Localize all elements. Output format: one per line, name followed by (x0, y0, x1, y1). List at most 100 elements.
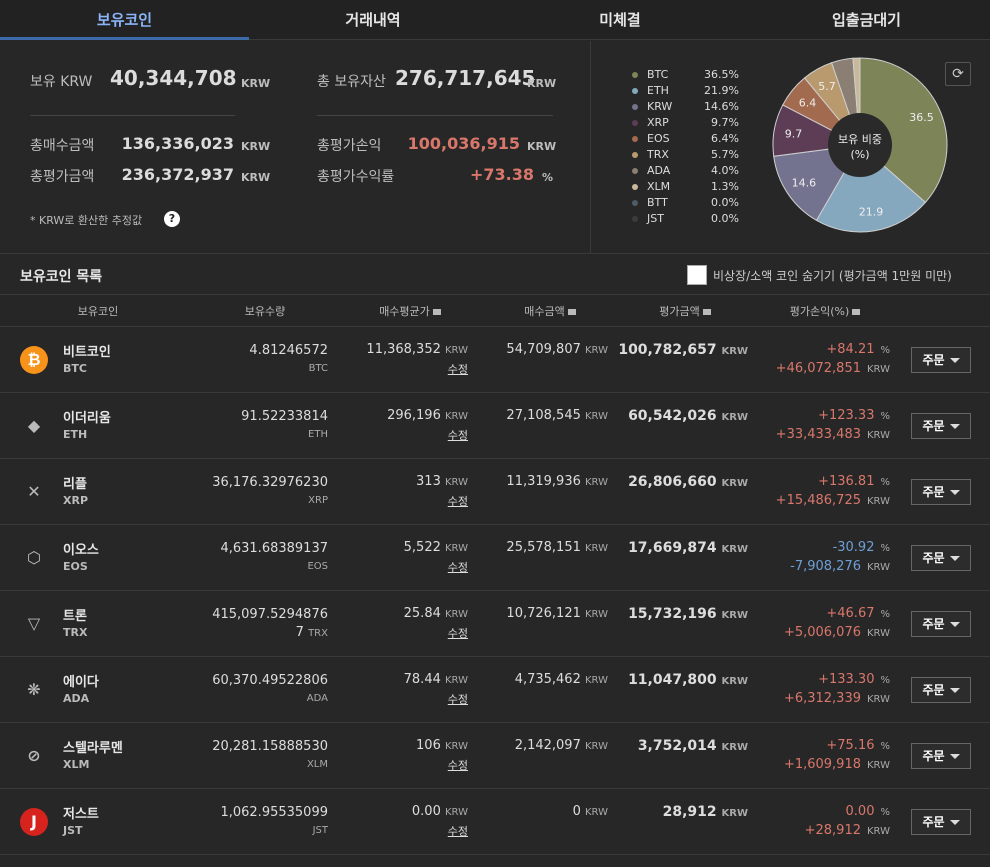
legend-value: 9.7% (711, 116, 739, 129)
legend-swatch (632, 168, 638, 174)
legend-swatch (632, 152, 638, 158)
total-eval-label: 총평가금액 (30, 169, 95, 185)
amount-line1: 4,631.68389137 (220, 541, 328, 556)
amount-unit: ETH (308, 429, 328, 440)
order-button[interactable]: 주문 (911, 743, 971, 769)
edit-avg-link[interactable]: 수정 (447, 363, 468, 376)
col-pnl[interactable]: 평가손익(%) (770, 303, 880, 319)
hide-small-checkbox[interactable] (687, 265, 707, 285)
divider (30, 115, 235, 116)
total-rate-label: 총평가수익률 (317, 169, 395, 185)
stellar-icon: ⊘ (20, 742, 48, 770)
table-row: ▽ 트론 TRX 415,097.5294876 7 TRX 25.84 KRW … (0, 591, 990, 657)
buy-amount: 25,578,151 KRW (506, 540, 608, 555)
tab-holdings[interactable]: 보유코인 (0, 0, 249, 40)
col-eval-amount[interactable]: 평가금액 (635, 303, 735, 319)
tab-pending[interactable]: 미체결 (599, 11, 641, 29)
pnl-amount: +1,609,918 KRW (783, 757, 890, 772)
coin-symbol: ADA (63, 692, 90, 705)
coin-symbol: ETH (63, 428, 88, 441)
total-pnl-label: 총평가손익 (317, 138, 382, 154)
coin-symbol: XRP (63, 494, 89, 507)
amount-line1: 4.81246572 (249, 343, 328, 358)
edit-avg-link[interactable]: 수정 (447, 825, 468, 838)
edit-avg-link[interactable]: 수정 (447, 759, 468, 772)
legend-swatch (632, 88, 638, 94)
total-pnl-value: 100,036,915 (407, 134, 520, 153)
col-buy-amount[interactable]: 매수금액 (500, 303, 600, 319)
legend-swatch (632, 72, 638, 78)
avg-buy-price: 78.44 KRW (403, 672, 468, 687)
table-row: ✕ 리플 XRP 36,176.32976230 XRP 313 KRW 수정 1… (0, 459, 990, 525)
avg-buy-price: 11,368,352 KRW (366, 342, 468, 357)
legend-value: 21.9% (704, 84, 739, 97)
edit-avg-link[interactable]: 수정 (447, 693, 468, 706)
chevron-down-icon (949, 688, 960, 693)
tab-history[interactable]: 거래내역 (345, 11, 401, 29)
coin-name: 리플 (63, 477, 87, 492)
legend-value: 1.3% (711, 180, 739, 193)
avg-buy-price: 296,196 KRW (387, 408, 468, 423)
legend-swatch (632, 184, 638, 190)
col-avg-price[interactable]: 매수평균가 (355, 303, 465, 319)
coin-symbol: JST (63, 824, 83, 837)
tab-deposit-wait[interactable]: 입출금대기 (831, 11, 901, 29)
holding-amount: 91.52233814 ETH (180, 408, 328, 444)
edit-avg-link[interactable]: 수정 (447, 561, 468, 574)
slice-label: 5.7 (818, 80, 836, 93)
eval-amount: 26,806,660 KRW (628, 474, 748, 490)
divider (317, 115, 553, 116)
order-button[interactable]: 주문 (911, 413, 971, 439)
help-icon[interactable]: ? (164, 211, 180, 227)
ripple-icon: ✕ (20, 478, 48, 506)
avg-buy-price: 0.00 KRW (411, 804, 468, 819)
refresh-icon[interactable]: ⟳ (945, 62, 971, 86)
holding-amount: 4.81246572 BTC (180, 342, 328, 378)
legend-value: 14.6% (704, 100, 739, 113)
legend-label: ETH (647, 84, 669, 97)
sort-icon (432, 309, 441, 315)
coin-symbol: BTC (63, 362, 87, 375)
pie-svg: 36.5 21.9 14.6 9.7 6.45.7 보유 비중 (%) (772, 57, 948, 233)
pnl-percent: +46.67% (826, 606, 890, 621)
amount-unit: EOS (307, 561, 328, 572)
holding-amount: 60,370.49522806 ADA (180, 672, 328, 708)
legend-swatch (632, 104, 638, 110)
edit-avg-link[interactable]: 수정 (447, 627, 468, 640)
eval-amount: 15,732,196 KRW (628, 606, 748, 622)
holding-amount: 4,631.68389137 EOS (180, 540, 328, 576)
slice-label: 36.5 (909, 111, 934, 124)
order-button[interactable]: 주문 (911, 677, 971, 703)
sort-icon (567, 309, 576, 315)
legend-swatch (632, 136, 638, 142)
legend-label: KRW (647, 100, 673, 113)
legend-value: 4.0% (711, 164, 739, 177)
legend-swatch (632, 120, 638, 126)
buy-amount: 0 KRW (572, 804, 608, 819)
table-row: J 저스트 JST 1,062.95535099 JST 0.00 KRW 수정 … (0, 789, 990, 855)
buy-amount: 10,726,121 KRW (506, 606, 608, 621)
order-button[interactable]: 주문 (911, 347, 971, 373)
legend-label: XRP (647, 116, 669, 129)
coin-name: 이오스 (63, 543, 99, 558)
pnl-amount: +46,072,851 KRW (775, 361, 890, 376)
order-button[interactable]: 주문 (911, 809, 971, 835)
pnl-percent: +133.30% (818, 672, 890, 687)
order-button[interactable]: 주문 (911, 479, 971, 505)
legend-label: EOS (647, 132, 670, 145)
coin-name: 이더리움 (63, 411, 111, 426)
chevron-down-icon (949, 424, 960, 429)
coin-name: 트론 (63, 609, 87, 624)
order-button[interactable]: 주문 (911, 545, 971, 571)
amount-unit: XLM (306, 759, 328, 770)
order-button[interactable]: 주문 (911, 611, 971, 637)
edit-avg-link[interactable]: 수정 (447, 495, 468, 508)
holding-amount: 1,062.95535099 JST (180, 804, 328, 840)
total-rate-unit: % (542, 171, 554, 184)
buy-amount: 2,142,097 KRW (514, 738, 608, 753)
slice-label: 6.4 (799, 97, 817, 110)
edit-avg-link[interactable]: 수정 (447, 429, 468, 442)
total-assets-label: 총 보유자산 (317, 74, 386, 90)
legend-value: 36.5% (704, 68, 739, 81)
amount-line1: 1,062.95535099 (220, 805, 328, 820)
